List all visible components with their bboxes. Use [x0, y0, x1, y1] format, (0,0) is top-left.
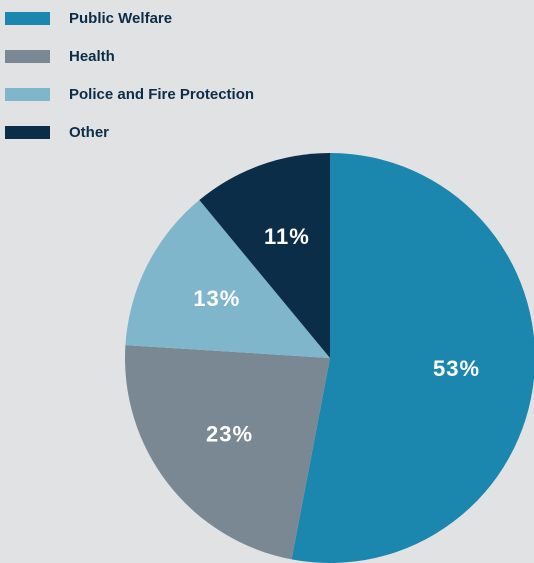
legend-swatch [5, 12, 50, 25]
data-label: 11% [264, 224, 310, 249]
pie-slice [199, 153, 330, 358]
data-label: 23% [206, 422, 253, 447]
pie-slice [291, 153, 534, 563]
legend-label: Health [69, 48, 115, 65]
data-label: 13% [193, 286, 240, 311]
legend-swatch [5, 50, 50, 63]
legend-label: Public Welfare [69, 10, 172, 27]
pie-slice [125, 200, 331, 358]
legend-swatch [5, 126, 50, 139]
legend-label: Police and Fire Protection [69, 86, 254, 103]
legend-label: Other [69, 124, 109, 141]
pie-slice [124, 345, 331, 560]
data-label: 53% [433, 356, 480, 381]
legend-swatch [5, 88, 50, 101]
